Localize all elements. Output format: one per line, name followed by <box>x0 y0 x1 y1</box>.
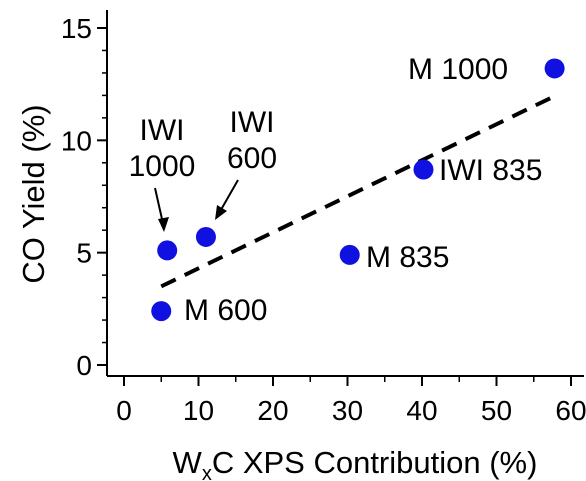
y-tick-label: 10 <box>61 125 92 156</box>
annotations: IWI 1000 IWI 600 M 1000 IWI 835 M 835 M … <box>129 53 543 327</box>
point-label-iwi-600-line2: 600 <box>227 142 277 175</box>
y-tick-label: 5 <box>76 238 92 269</box>
y-axis-label: CO Yield (%) <box>16 104 51 283</box>
data-point-iwi-835 <box>413 159 434 180</box>
point-label-m-835: M 835 <box>366 241 449 274</box>
x-tick-label: 20 <box>257 395 288 426</box>
point-label-m-600: M 600 <box>184 294 267 327</box>
data-point-m-1000 <box>544 58 565 79</box>
x-tick-label: 0 <box>116 395 132 426</box>
annotation-arrowhead-iwi-600 <box>215 205 227 220</box>
data-point-iwi-1000 <box>157 240 178 261</box>
y-axis-ticks: 0 5 10 15 <box>61 13 107 381</box>
x-axis-ticks: 0 10 20 30 40 50 60 <box>116 376 586 426</box>
y-tick-label: 15 <box>61 13 92 44</box>
data-points <box>151 58 565 322</box>
x-tick-label: 60 <box>555 395 586 426</box>
x-tick-label: 10 <box>183 395 214 426</box>
x-axis-label-subscript: x <box>202 463 212 481</box>
trend-line <box>160 93 557 289</box>
x-tick-label: 30 <box>332 395 363 426</box>
point-label-iwi-835: IWI 835 <box>439 154 542 187</box>
x-tick-label: 50 <box>481 395 512 426</box>
annotation-arrowhead-iwi-1000 <box>158 217 169 232</box>
x-axis-label-rest: C XPS Contribution (%) <box>212 445 538 480</box>
point-label-iwi-1000-line1: IWI <box>140 114 185 147</box>
data-point-m-835 <box>339 244 360 265</box>
point-label-iwi-1000-line2: 1000 <box>129 150 196 183</box>
x-axis-label: WxC XPS Contribution (%) <box>173 445 538 481</box>
x-axis-label-main: W <box>173 445 203 480</box>
plot-frame <box>106 10 584 377</box>
x-tick-label: 40 <box>406 395 437 426</box>
point-label-iwi-600-line1: IWI <box>230 106 275 139</box>
data-point-m-600 <box>151 301 172 322</box>
y-tick-label: 0 <box>76 350 92 381</box>
point-label-m-1000: M 1000 <box>408 53 508 86</box>
data-point-iwi-600 <box>195 226 216 247</box>
